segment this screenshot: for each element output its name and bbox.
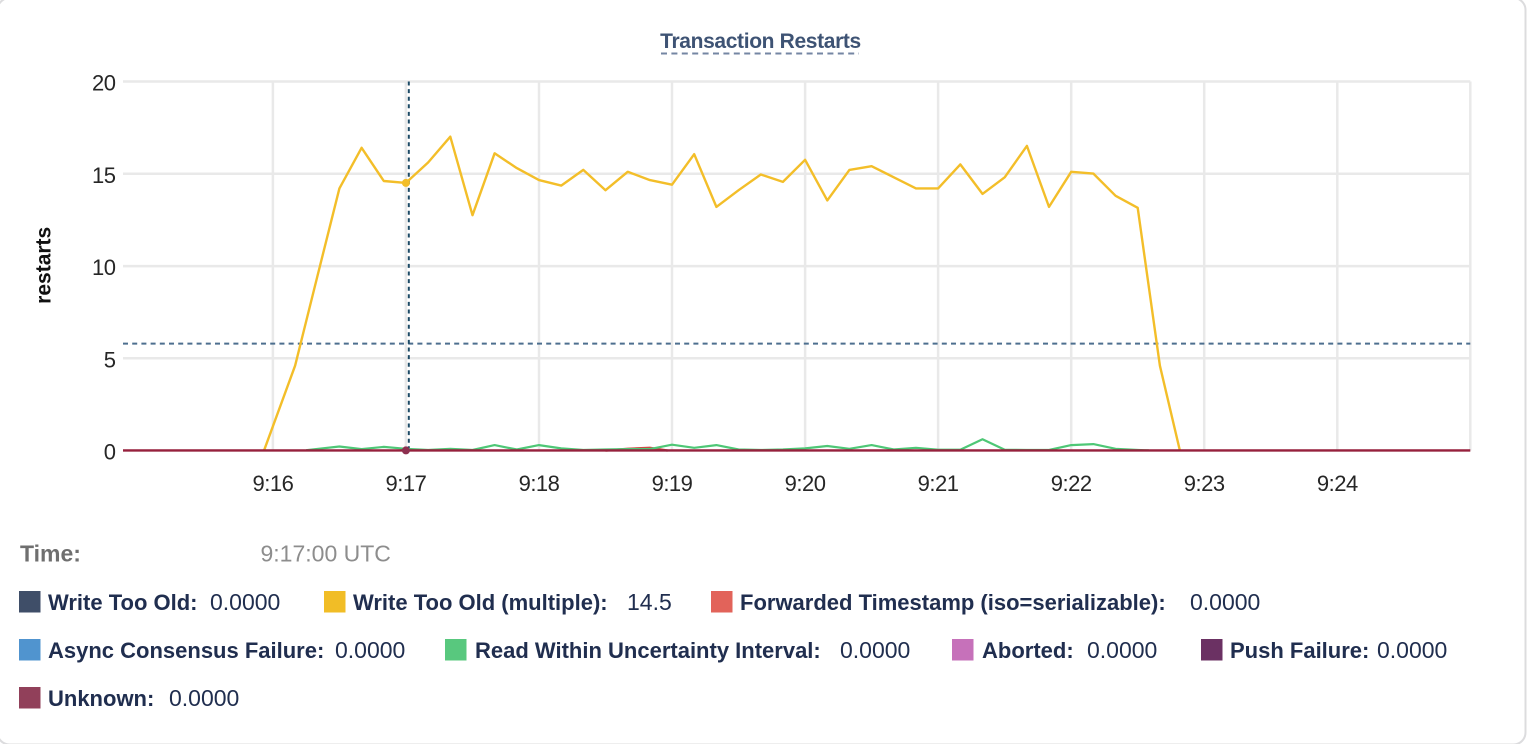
svg-text:0: 0 <box>104 440 116 465</box>
svg-text:9:23: 9:23 <box>1184 471 1225 496</box>
svg-text:Push Failure:: Push Failure: <box>1230 638 1369 663</box>
svg-text:0.0000: 0.0000 <box>1377 637 1447 663</box>
svg-text:14.5: 14.5 <box>627 589 672 615</box>
svg-text:9:20: 9:20 <box>785 471 826 496</box>
svg-text:0.0000: 0.0000 <box>1087 637 1157 663</box>
svg-text:Transaction Restarts: Transaction Restarts <box>660 30 861 53</box>
svg-text:0.0000: 0.0000 <box>169 685 239 711</box>
svg-text:9:24: 9:24 <box>1317 471 1358 496</box>
svg-text:0.0000: 0.0000 <box>210 589 280 615</box>
svg-text:Write Too Old (multiple):: Write Too Old (multiple): <box>353 590 608 615</box>
svg-text:Async Consensus Failure:: Async Consensus Failure: <box>48 638 324 663</box>
svg-text:9:21: 9:21 <box>918 471 959 496</box>
svg-text:9:18: 9:18 <box>519 471 560 496</box>
svg-text:9:17: 9:17 <box>385 471 426 496</box>
svg-text:5: 5 <box>104 347 116 372</box>
svg-text:Read Within Uncertainty Interv: Read Within Uncertainty Interval: <box>475 638 821 663</box>
svg-text:9:17:00 UTC: 9:17:00 UTC <box>261 541 391 567</box>
svg-text:0.0000: 0.0000 <box>335 637 405 663</box>
svg-text:0.0000: 0.0000 <box>1190 589 1260 615</box>
svg-text:9:16: 9:16 <box>252 471 293 496</box>
svg-text:Time:: Time: <box>20 541 81 567</box>
svg-text:restarts: restarts <box>33 227 56 304</box>
svg-text:9:19: 9:19 <box>652 471 693 496</box>
svg-text:20: 20 <box>92 71 116 96</box>
svg-text:Unknown:: Unknown: <box>48 686 154 711</box>
svg-text:15: 15 <box>92 163 116 188</box>
svg-text:Forwarded Timestamp (iso=seria: Forwarded Timestamp (iso=serializable): <box>740 590 1166 615</box>
svg-text:0.0000: 0.0000 <box>840 637 910 663</box>
svg-text:Write Too Old:: Write Too Old: <box>48 590 198 615</box>
svg-text:9:22: 9:22 <box>1051 471 1092 496</box>
svg-text:Aborted:: Aborted: <box>982 638 1074 663</box>
svg-text:10: 10 <box>92 255 116 280</box>
